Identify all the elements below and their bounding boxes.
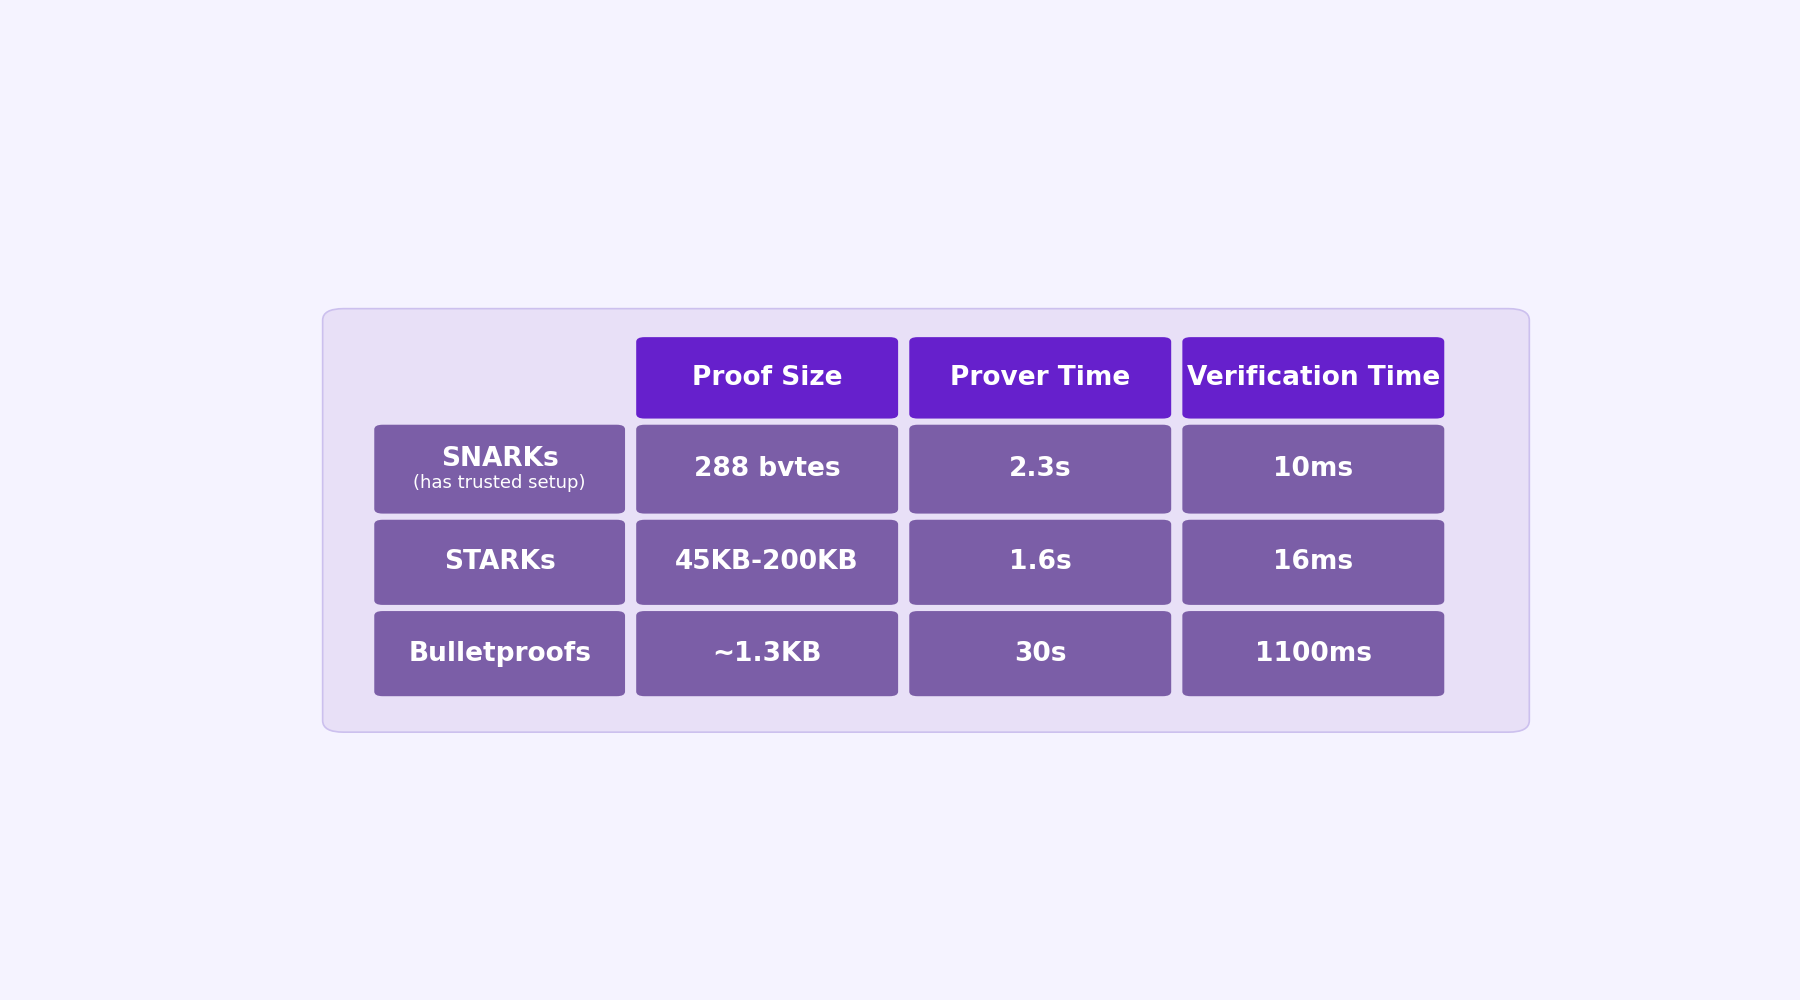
FancyBboxPatch shape [635,337,898,419]
Text: ~1.3KB: ~1.3KB [713,641,823,667]
FancyBboxPatch shape [1183,520,1444,605]
Text: 1100ms: 1100ms [1255,641,1372,667]
FancyBboxPatch shape [909,337,1172,419]
Text: SNARKs: SNARKs [441,446,558,472]
Text: 288 bvtes: 288 bvtes [693,456,841,482]
FancyBboxPatch shape [374,520,625,605]
Text: Proof Size: Proof Size [691,365,842,391]
FancyBboxPatch shape [909,425,1172,514]
FancyBboxPatch shape [374,425,625,514]
Text: 1.6s: 1.6s [1008,549,1071,575]
FancyBboxPatch shape [635,520,898,605]
Text: (has trusted setup): (has trusted setup) [414,474,587,492]
FancyBboxPatch shape [322,309,1530,732]
Text: Verification Time: Verification Time [1186,365,1440,391]
Text: 16ms: 16ms [1273,549,1354,575]
Text: 2.3s: 2.3s [1010,456,1071,482]
FancyBboxPatch shape [909,611,1172,696]
FancyBboxPatch shape [635,425,898,514]
FancyBboxPatch shape [374,611,625,696]
Text: Prover Time: Prover Time [950,365,1130,391]
Text: Bulletproofs: Bulletproofs [409,641,590,667]
Text: 10ms: 10ms [1273,456,1354,482]
FancyBboxPatch shape [1183,337,1444,419]
Text: 30s: 30s [1013,641,1066,667]
FancyBboxPatch shape [635,611,898,696]
Text: 45KB-200KB: 45KB-200KB [675,549,859,575]
Text: STARKs: STARKs [445,549,556,575]
FancyBboxPatch shape [1183,425,1444,514]
FancyBboxPatch shape [1183,611,1444,696]
FancyBboxPatch shape [909,520,1172,605]
